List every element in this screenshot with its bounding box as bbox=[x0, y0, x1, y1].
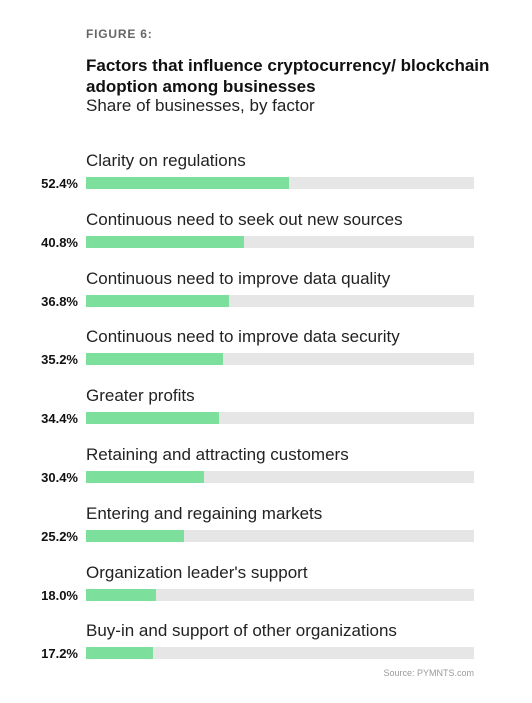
category-label: Retaining and attracting customers bbox=[86, 445, 349, 464]
source-note: Source: PYMNTS.com bbox=[383, 668, 474, 678]
value-label: 25.2% bbox=[41, 528, 78, 544]
bar-track bbox=[86, 529, 474, 542]
bar-track bbox=[86, 588, 474, 601]
bar bbox=[86, 412, 220, 425]
category-label: Greater profits bbox=[86, 386, 195, 406]
category-label: Continuous need to improve data security bbox=[86, 327, 400, 347]
bar bbox=[86, 529, 184, 542]
value-label: 35.2% bbox=[41, 352, 78, 368]
category-label: Clarity on regulations bbox=[86, 151, 246, 170]
value-label: 18.0% bbox=[41, 587, 78, 603]
bar bbox=[86, 353, 223, 366]
value-label: 30.4% bbox=[41, 470, 78, 485]
category-label: Buy-in and support of other organization… bbox=[86, 621, 397, 641]
value-label: 52.4% bbox=[41, 176, 78, 191]
bar bbox=[86, 294, 229, 307]
category-label: Continuous need to improve data quality bbox=[86, 268, 391, 288]
chart-title: Factors that influence cryptocurrency/ b… bbox=[86, 56, 490, 96]
bar-track bbox=[86, 294, 474, 307]
value-label: 17.2% bbox=[41, 646, 78, 662]
bar-track bbox=[86, 353, 474, 366]
bar-track bbox=[86, 471, 474, 483]
category-label: Organization leader's support bbox=[86, 562, 308, 582]
bar bbox=[86, 588, 156, 601]
value-label: 34.4% bbox=[41, 411, 78, 427]
bar bbox=[86, 471, 204, 483]
value-label: 40.8% bbox=[41, 234, 78, 250]
bar-track bbox=[86, 647, 474, 660]
bar bbox=[86, 647, 153, 660]
bar bbox=[86, 235, 245, 248]
bar bbox=[86, 177, 290, 189]
bar-track bbox=[86, 412, 474, 425]
category-label: Continuous need to seek out new sources bbox=[86, 209, 403, 229]
figure-label: FIGURE 6: bbox=[86, 27, 153, 41]
chart-subtitle: Share of businesses, by factor bbox=[86, 96, 315, 115]
category-label: Entering and regaining markets bbox=[86, 503, 323, 523]
value-label: 36.8% bbox=[41, 293, 78, 309]
bar-track bbox=[86, 177, 474, 189]
bar-track bbox=[86, 235, 474, 248]
